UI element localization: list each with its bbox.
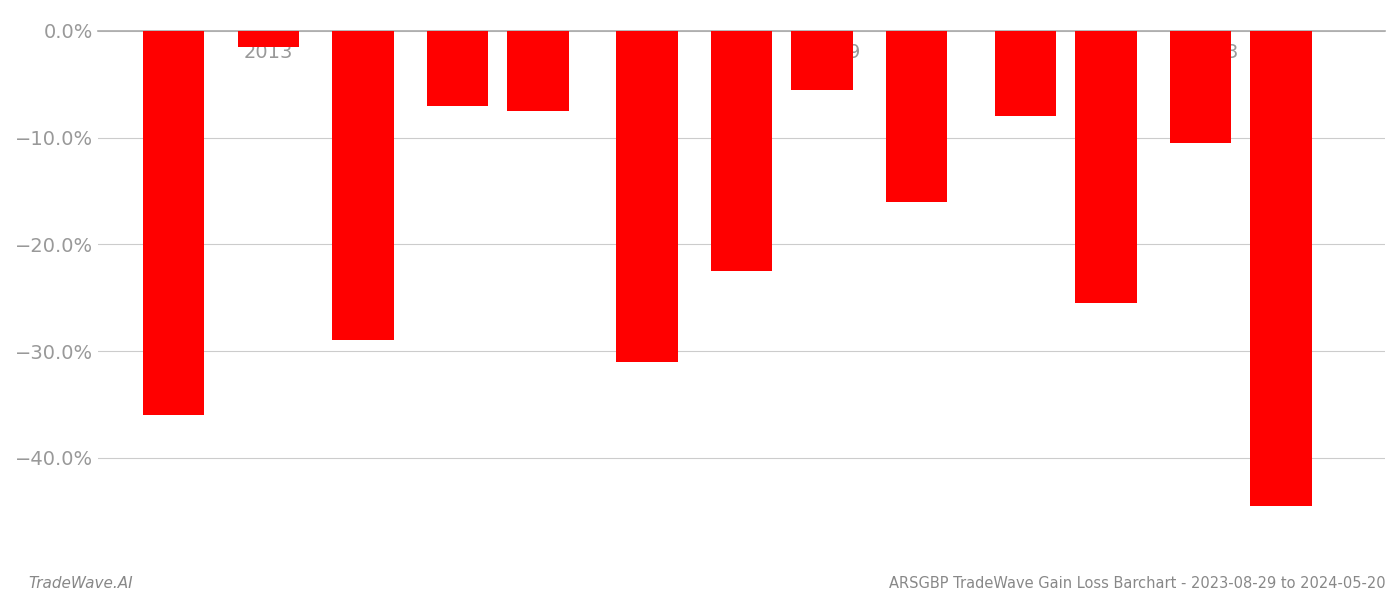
Bar [616,31,678,362]
Bar [1170,31,1231,143]
Bar [711,31,773,271]
Bar [332,31,393,340]
Bar [1075,31,1137,303]
Bar [994,31,1056,116]
Bar [143,31,204,415]
Bar [1250,31,1312,506]
Text: ARSGBP TradeWave Gain Loss Barchart - 2023-08-29 to 2024-05-20: ARSGBP TradeWave Gain Loss Barchart - 20… [889,576,1386,591]
Bar [791,31,853,89]
Bar [238,31,300,47]
Bar [886,31,948,202]
Bar [427,31,489,106]
Text: TradeWave.AI: TradeWave.AI [28,576,133,591]
Bar [507,31,568,111]
